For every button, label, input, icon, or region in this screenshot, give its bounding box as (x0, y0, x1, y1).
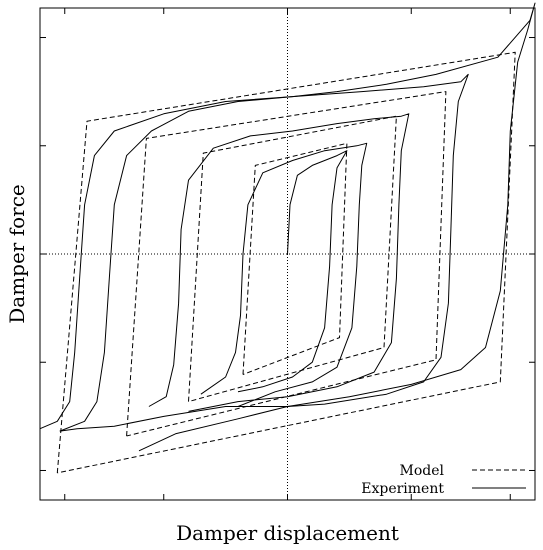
model-series-loop-2 (126, 91, 447, 437)
experiment-series-loop-4 (200, 142, 368, 407)
model-series-loop-1 (56, 51, 516, 474)
experiment-series-loop-3 (148, 113, 410, 412)
experiment-series-loop-5 (237, 150, 348, 393)
model-series-loop-4 (242, 142, 348, 375)
y-axis-label: Damper force (5, 184, 29, 324)
legend-label-model: Model (400, 463, 445, 479)
experiment-series-loop-1 (59, 2, 536, 452)
model-series-loop-3 (188, 115, 397, 403)
experiment-series-loop-2 (39, 73, 469, 432)
legend: Model Experiment (361, 463, 526, 497)
x-axis-label: Damper displacement (176, 521, 399, 545)
plot-area (39, 2, 536, 501)
legend-label-experiment: Experiment (361, 481, 444, 497)
